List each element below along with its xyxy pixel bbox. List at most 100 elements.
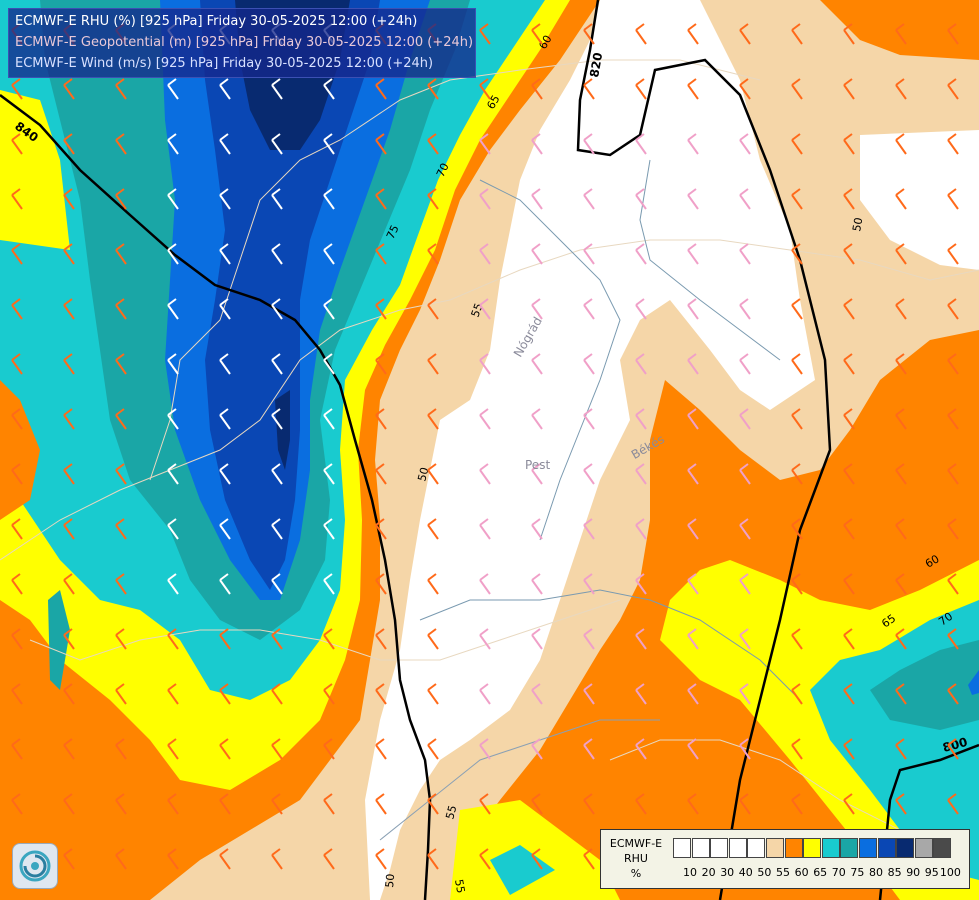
wind-barb [479,408,491,430]
wind-barb [583,738,595,760]
title-panel: ECMWF-E RHU (%) [925 hPa] Friday 30-05-2… [8,8,476,78]
legend-tick-label: 80 [869,866,883,879]
geo-label-800: 800 [941,735,969,755]
wind-barb [323,353,335,375]
wind-barb [687,298,699,320]
wind-barb [271,793,283,815]
rhu-label-50a: 50 [415,466,431,483]
wind-barb [115,573,127,595]
legend-tick-label: 20 [701,866,716,879]
wind-barb [375,298,387,320]
wind-barb [583,848,595,870]
wind-barb [323,298,335,320]
wind-barb [947,243,959,265]
wind-barb [219,463,231,485]
wind-barb [739,628,751,650]
wind-barb [323,738,335,760]
wind-barb [63,793,75,815]
wind-barb [115,78,127,100]
wind-barb [583,23,595,45]
wind-barb [271,353,283,375]
rhu-band-below-50 [365,0,815,900]
wind-barb [323,848,335,870]
wind-barb [427,793,439,815]
legend-tick-label: 60 [794,866,809,879]
wind-barb [323,188,335,210]
wind-barb [687,188,699,210]
wind-barb [427,463,439,485]
wind-barb [947,23,959,45]
wind-barb [531,298,543,320]
wind-barb [63,848,75,870]
wind-barb [271,408,283,430]
wind-barb [635,793,647,815]
wind-barb [115,353,127,375]
wind-barb [63,243,75,265]
wind-barb [375,793,387,815]
wind-barb [479,23,491,45]
wind-barb [11,353,23,375]
wind-barb [219,353,231,375]
wind-barb [167,298,179,320]
wind-barb [895,628,907,650]
wind-barb [219,188,231,210]
rhu-band-65-south [450,800,620,900]
wind-barb [115,298,127,320]
legend-tick-label: 55 [776,866,790,879]
wind-barb [687,573,699,595]
wind-barb [895,573,907,595]
wind-barb [11,793,23,815]
wind-barb [739,133,751,155]
wind-barb [115,133,127,155]
wind-barb [63,353,75,375]
wind-barb [583,573,595,595]
legend-swatch [710,838,729,858]
wind-barb [583,408,595,430]
wind-barb [427,408,439,430]
wind-barb [687,518,699,540]
legend-swatch [933,838,952,858]
rhu-label-75a: 75 [384,223,402,241]
legend-tick-label: 10 [683,866,697,879]
wind-barb [63,628,75,650]
wind-barb [531,518,543,540]
wind-barb [271,243,283,265]
wind-barb [947,573,959,595]
wind-barb [323,78,335,100]
wind-barb [895,408,907,430]
wind-barb [219,408,231,430]
legend-swatch [821,838,840,858]
rhu-label-60b: 60 [923,552,942,570]
wind-barb [895,793,907,815]
legend-swatch [747,838,766,858]
wind-barb [271,463,283,485]
wind-barb [583,628,595,650]
wind-barb [947,518,959,540]
title-geopotential: ECMWF-E Geopotential (m) [925 hPa] Frida… [15,35,474,50]
wind-barb [895,298,907,320]
wind-barb [375,738,387,760]
wind-barb [63,683,75,705]
wind-barb [895,133,907,155]
wind-barb [739,793,751,815]
legend-tick-label: 40 [738,866,753,879]
wind-barb [115,793,127,815]
wind-barb [791,518,803,540]
wind-barb [479,738,491,760]
wind-barb [895,353,907,375]
rhu-band-60-edge [0,380,40,520]
wind-barb [271,628,283,650]
legend-title-unit: % [630,867,642,880]
wind-barb [167,133,179,155]
wind-barb [531,463,543,485]
wind-barb [739,738,751,760]
wind-barb [843,573,855,595]
wind-barb [895,738,907,760]
wind-barb [115,463,127,485]
wind-barb [947,408,959,430]
legend-swatch [877,838,896,858]
wind-barb [635,683,647,705]
wind-barb [375,408,387,430]
wind-barb [375,518,387,540]
